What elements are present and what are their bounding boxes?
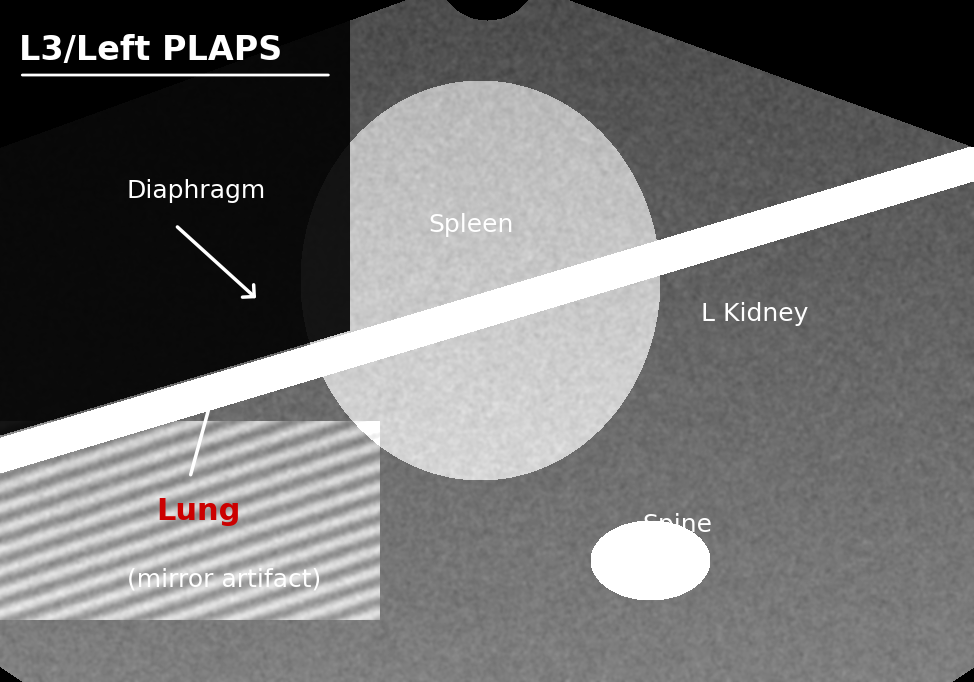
Text: Spleen: Spleen [429, 213, 514, 237]
Text: L3/Left PLAPS: L3/Left PLAPS [19, 34, 282, 67]
Text: Spine: Spine [643, 513, 713, 537]
Text: Diaphragm: Diaphragm [127, 179, 266, 203]
Text: L Kidney: L Kidney [701, 301, 808, 326]
Text: (mirror artifact): (mirror artifact) [127, 567, 320, 592]
Text: Lung: Lung [156, 497, 241, 526]
